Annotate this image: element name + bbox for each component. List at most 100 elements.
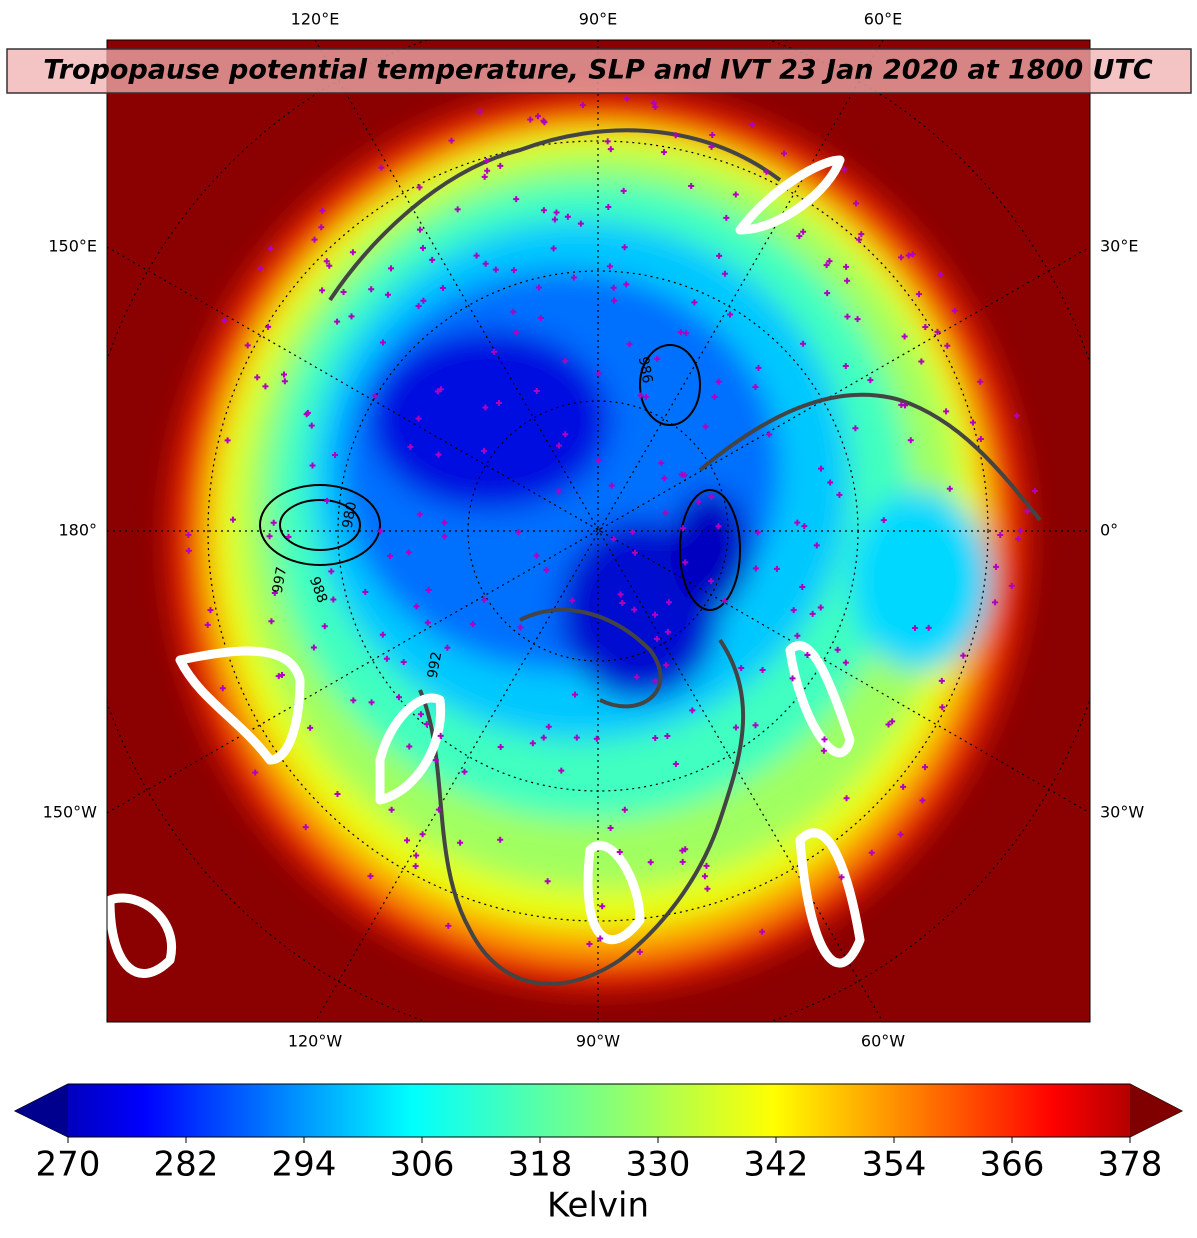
station-marker — [419, 244, 426, 251]
station-marker — [256, 265, 263, 272]
station-marker — [611, 297, 618, 304]
station-marker — [679, 858, 686, 865]
station-marker — [271, 589, 278, 596]
station-marker — [1024, 508, 1031, 515]
station-marker — [388, 265, 395, 272]
station-marker — [732, 191, 739, 198]
station-marker — [702, 423, 709, 430]
lon-label: 60°W — [861, 1032, 905, 1051]
station-marker — [244, 342, 251, 349]
station-marker — [977, 435, 984, 442]
station-marker — [708, 143, 715, 150]
contour-label: 980 — [340, 500, 360, 529]
station-marker — [483, 157, 490, 164]
contour-label: 997 — [270, 565, 290, 594]
station-marker — [823, 262, 830, 269]
colorbar-tick-label: 318 — [508, 1145, 573, 1185]
station-marker — [844, 313, 851, 320]
station-marker — [564, 213, 571, 220]
station-marker — [809, 610, 816, 617]
station-marker — [332, 451, 339, 458]
station-marker — [586, 941, 593, 948]
station-marker — [804, 652, 811, 659]
station-marker — [843, 263, 850, 270]
station-marker — [607, 146, 614, 153]
station-marker — [801, 523, 808, 530]
station-marker — [224, 437, 231, 444]
station-marker — [631, 606, 638, 613]
station-marker — [556, 488, 563, 495]
station-marker — [937, 271, 944, 278]
station-marker — [633, 674, 640, 681]
station-marker — [307, 724, 314, 731]
station-marker — [826, 258, 833, 265]
station-marker — [790, 607, 797, 614]
station-marker — [781, 150, 788, 157]
station-marker — [607, 824, 614, 831]
station-marker — [619, 599, 626, 606]
station-marker — [555, 442, 562, 449]
station-marker — [491, 348, 498, 355]
station-marker — [262, 383, 269, 390]
station-marker — [476, 108, 483, 115]
station-marker — [1008, 582, 1015, 589]
station-marker — [907, 437, 914, 444]
station-marker — [321, 623, 328, 630]
lon-label: 150°W — [43, 803, 98, 822]
station-marker — [721, 270, 728, 277]
station-marker — [711, 394, 718, 401]
station-marker — [902, 402, 909, 409]
station-marker — [664, 628, 671, 635]
station-marker — [221, 317, 228, 324]
station-marker — [721, 597, 728, 604]
station-marker — [481, 596, 488, 603]
station-marker — [703, 862, 710, 869]
station-marker — [444, 644, 451, 651]
station-marker — [938, 677, 945, 684]
station-marker — [922, 323, 929, 330]
station-marker — [897, 831, 904, 838]
station-marker — [834, 646, 841, 653]
station-marker — [302, 824, 309, 831]
station-marker — [836, 491, 843, 498]
station-marker — [417, 226, 424, 233]
station-marker — [658, 460, 665, 467]
station-marker — [605, 203, 612, 210]
station-marker — [540, 117, 547, 124]
station-marker — [636, 948, 643, 955]
station-marker — [977, 378, 984, 385]
station-marker — [372, 392, 379, 399]
station-marker — [800, 228, 807, 235]
station-marker — [383, 655, 390, 662]
station-marker — [691, 299, 698, 306]
station-marker — [715, 523, 722, 530]
station-marker — [853, 200, 860, 207]
station-marker — [405, 549, 412, 556]
station-marker — [562, 358, 569, 365]
station-marker — [844, 277, 851, 284]
station-marker — [416, 184, 423, 191]
colorbar-tick-label: 354 — [862, 1145, 927, 1185]
station-marker — [219, 685, 226, 692]
station-marker — [626, 341, 633, 348]
station-marker — [727, 311, 734, 318]
station-marker — [766, 431, 773, 438]
lon-label: 60°E — [864, 10, 902, 29]
station-marker — [517, 624, 524, 631]
station-marker — [419, 831, 426, 838]
station-marker — [796, 233, 803, 240]
station-marker — [921, 764, 928, 771]
station-marker — [841, 166, 848, 173]
station-marker — [510, 267, 517, 274]
station-marker — [759, 667, 766, 674]
station-marker — [677, 329, 684, 336]
station-marker — [621, 806, 628, 813]
station-marker — [395, 694, 402, 701]
station-marker — [270, 519, 277, 526]
station-marker — [748, 121, 755, 128]
station-marker — [885, 721, 892, 728]
station-marker — [481, 173, 488, 180]
station-marker — [482, 404, 489, 411]
station-marker — [185, 547, 192, 554]
station-marker — [304, 409, 311, 416]
